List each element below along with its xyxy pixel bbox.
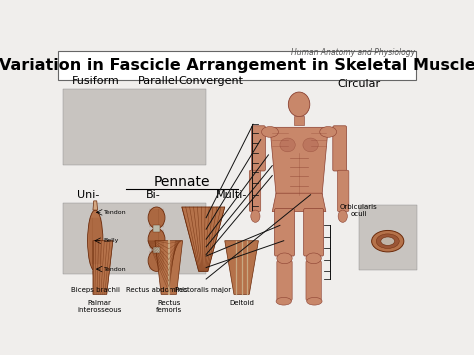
Text: Pennate: Pennate: [154, 175, 210, 189]
Bar: [294, 116, 304, 125]
Bar: [154, 247, 160, 253]
Ellipse shape: [372, 230, 404, 252]
FancyBboxPatch shape: [252, 126, 265, 171]
Polygon shape: [93, 271, 98, 280]
Polygon shape: [93, 201, 98, 210]
Polygon shape: [182, 207, 225, 271]
Ellipse shape: [381, 237, 395, 245]
Polygon shape: [155, 241, 182, 294]
Text: Rectus abdominis: Rectus abdominis: [126, 287, 187, 293]
Polygon shape: [272, 193, 326, 212]
Bar: [359, 205, 417, 270]
Ellipse shape: [148, 229, 165, 250]
Ellipse shape: [280, 138, 295, 152]
Ellipse shape: [303, 138, 318, 152]
Ellipse shape: [338, 210, 347, 222]
FancyBboxPatch shape: [337, 170, 349, 212]
Ellipse shape: [277, 253, 292, 264]
Text: Convergent: Convergent: [178, 76, 243, 86]
Text: Biceps brachii: Biceps brachii: [71, 287, 120, 293]
Ellipse shape: [251, 210, 260, 222]
Text: Tendon: Tendon: [104, 210, 126, 215]
Text: Uni-: Uni-: [77, 190, 99, 200]
FancyBboxPatch shape: [249, 170, 261, 212]
Bar: [58, 51, 416, 80]
Ellipse shape: [276, 297, 292, 305]
Text: Fusiform: Fusiform: [72, 76, 120, 86]
Ellipse shape: [376, 234, 399, 248]
Bar: [63, 89, 206, 165]
Text: Tendon: Tendon: [104, 267, 126, 272]
Text: Variation in Fascicle Arrangement in Skeletal Muscle: Variation in Fascicle Arrangement in Ske…: [0, 58, 474, 73]
FancyBboxPatch shape: [274, 208, 294, 256]
Text: Circular: Circular: [337, 79, 381, 89]
FancyBboxPatch shape: [304, 208, 324, 256]
Text: Multi-: Multi-: [216, 190, 248, 200]
Bar: [154, 225, 160, 231]
Ellipse shape: [88, 210, 103, 271]
FancyBboxPatch shape: [333, 126, 346, 171]
Ellipse shape: [306, 253, 321, 264]
Polygon shape: [270, 127, 328, 195]
FancyBboxPatch shape: [277, 261, 292, 300]
Polygon shape: [225, 241, 258, 294]
Ellipse shape: [148, 250, 165, 271]
FancyBboxPatch shape: [306, 261, 321, 300]
Text: Pectoralis major: Pectoralis major: [175, 287, 231, 293]
Ellipse shape: [307, 297, 322, 305]
Ellipse shape: [148, 207, 165, 229]
Text: Orbicularis
oculi: Orbicularis oculi: [340, 204, 378, 217]
Ellipse shape: [262, 126, 278, 137]
Text: Rectus
femoris: Rectus femoris: [155, 300, 182, 313]
Text: Parallel: Parallel: [137, 76, 178, 86]
Polygon shape: [93, 241, 113, 294]
Text: Bi-: Bi-: [146, 190, 161, 200]
Ellipse shape: [320, 126, 337, 137]
Text: Belly: Belly: [104, 238, 119, 243]
Bar: [63, 203, 206, 274]
Text: Deltoid: Deltoid: [229, 300, 254, 306]
Ellipse shape: [288, 92, 310, 116]
Text: Human Anatomy and Physiology: Human Anatomy and Physiology: [292, 48, 416, 56]
Text: Palmar
interosseous: Palmar interosseous: [77, 300, 121, 313]
